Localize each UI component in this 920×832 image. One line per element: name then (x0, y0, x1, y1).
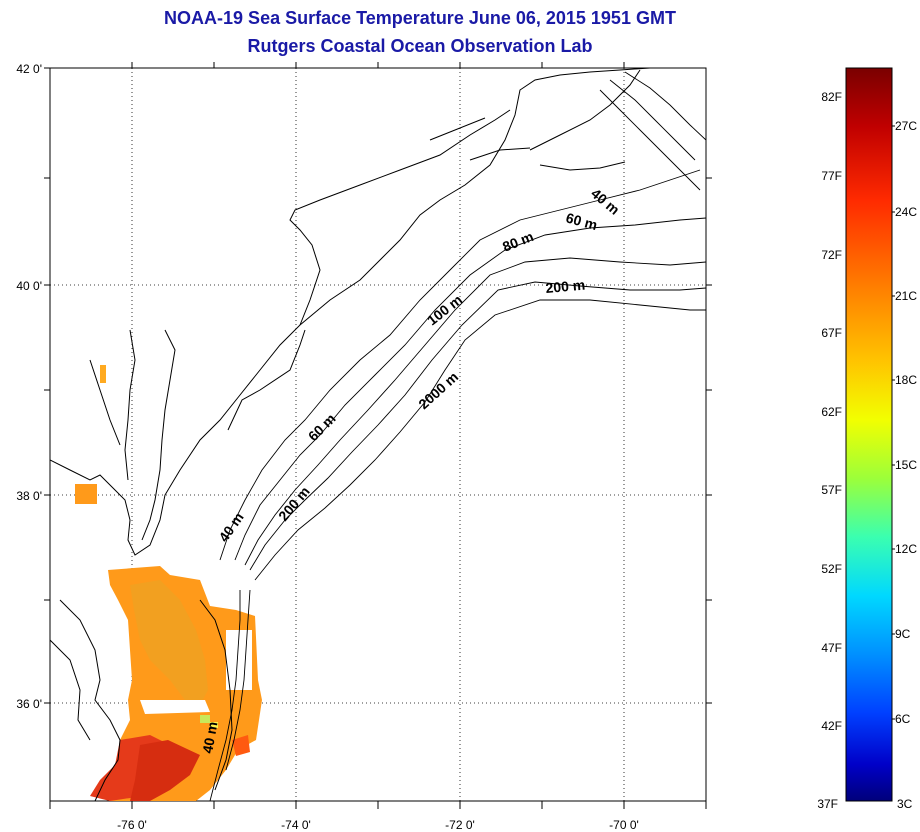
colorbar-label-82f: 82F (821, 90, 842, 104)
lon-label-74: -74 0' (281, 818, 311, 832)
colorbar-label-77f: 77F (821, 169, 842, 183)
lat-label-36: 36 0' (16, 697, 42, 711)
colorbar-label-21c: 21C (895, 289, 917, 303)
sst-data-swath (75, 365, 262, 801)
colorbar-label-72f: 72F (821, 248, 842, 262)
colorbar-label-12c: 12C (895, 542, 917, 556)
colorbar-label-52f: 52F (821, 562, 842, 576)
graticule (50, 68, 706, 801)
colorbar-label-18c: 18C (895, 373, 917, 387)
colorbar-ticks (892, 125, 895, 720)
colorbar-label-15c: 15C (895, 458, 917, 472)
lat-label-42: 42 0' (16, 62, 42, 76)
colorbar-label-24c: 24C (895, 205, 917, 219)
colorbar-label-27c: 27C (895, 119, 917, 133)
axis-ticks (44, 62, 712, 809)
colorbar-label-47f: 47F (821, 641, 842, 655)
map-title: NOAA-19 Sea Surface Temperature June 06,… (164, 8, 676, 28)
colorbar-label-3c: 3C (897, 797, 913, 811)
colorbar-label-9c: 9C (895, 627, 911, 641)
colorbar-label-62f: 62F (821, 405, 842, 419)
lat-label-38: 38 0' (16, 489, 42, 503)
depth-label-200m-north: 200 m (545, 277, 586, 296)
colorbar-label-57f: 57F (821, 483, 842, 497)
colorbar-label-6c: 6C (895, 712, 911, 726)
lat-label-40: 40 0' (16, 279, 42, 293)
lon-label-76: -76 0' (117, 818, 147, 832)
colorbar-label-42f: 42F (821, 719, 842, 733)
bathymetry-contours (209, 71, 706, 801)
depth-label-60m-north: 60 m (564, 209, 599, 233)
depth-label-40m-south: 40 m (199, 720, 220, 754)
lon-label-72: -72 0' (445, 818, 475, 832)
coastline (50, 68, 651, 801)
map-subtitle: Rutgers Coastal Ocean Observation Lab (247, 36, 593, 56)
colorbar-label-67f: 67F (821, 326, 842, 340)
colorbar-label-37f: 37F (817, 797, 838, 811)
temperature-colorbar (845, 67, 893, 802)
lon-label-70: -70 0' (609, 818, 639, 832)
